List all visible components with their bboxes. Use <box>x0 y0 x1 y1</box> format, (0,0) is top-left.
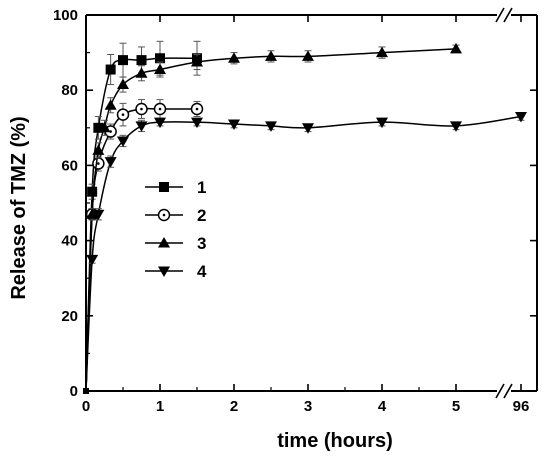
tick-marks: 0 20 40 60 80 100 0 1 2 3 4 5 96 <box>53 7 537 415</box>
x-tick-label: 96 <box>513 398 530 415</box>
series-3-point <box>154 63 166 75</box>
legend-label-1: 1 <box>197 178 206 197</box>
bottom-axis-break-mark <box>503 383 513 399</box>
x-tick-label: 5 <box>452 398 460 415</box>
legend-marker-3 <box>158 237 170 248</box>
top-axis-break-mark <box>495 7 505 23</box>
y-tick-label: 20 <box>61 308 78 325</box>
y-tick-label: 100 <box>53 7 78 24</box>
series-3-point <box>450 42 462 54</box>
y-tick-label: 80 <box>61 82 78 99</box>
series-3-point <box>117 78 129 90</box>
series-4-point <box>302 123 314 134</box>
series-3-point <box>98 121 111 133</box>
top-axis-break-mark <box>503 7 513 23</box>
series-2-point-center <box>97 162 100 165</box>
series-4-point <box>117 136 129 147</box>
x-tick-label: 4 <box>378 398 387 415</box>
series-1-point <box>118 55 128 66</box>
series-3 <box>85 42 462 392</box>
series-1-point <box>87 186 98 197</box>
y-tick-label: 0 <box>70 383 78 400</box>
series-3-point <box>92 144 105 155</box>
legend-marker-1 <box>159 182 169 192</box>
series-2-point-center <box>195 107 199 111</box>
series-1-point <box>105 64 116 75</box>
y-tick-label: 40 <box>61 233 78 250</box>
series-3-point <box>86 208 99 219</box>
series-4-line <box>85 115 522 392</box>
series-4-point <box>86 254 99 266</box>
series-3-point <box>104 99 117 110</box>
series-4-point <box>228 119 240 131</box>
series-4-point <box>450 121 462 132</box>
legend-label-3: 3 <box>197 234 206 253</box>
x-tick-label: 1 <box>156 398 164 415</box>
series-2-point-center <box>140 107 143 111</box>
x-tick-label: 0 <box>82 398 90 415</box>
x-tick-label: 2 <box>230 398 238 415</box>
legend-label-4: 4 <box>197 262 207 281</box>
series-1-point <box>155 53 165 64</box>
legend-marker-2-center <box>162 213 166 217</box>
axes <box>85 7 538 399</box>
series-4-point <box>191 117 203 129</box>
series-1-point <box>93 122 104 133</box>
y-axis-title: Release of TMZ (%) <box>8 116 30 299</box>
series-4-point <box>92 209 105 221</box>
series-4 <box>85 112 527 392</box>
series-1-point <box>136 55 147 66</box>
series-layer <box>83 40 527 394</box>
series-4-point <box>515 112 527 123</box>
series-3-point <box>376 46 388 58</box>
bottom-axis-break-mark <box>495 383 505 399</box>
series-4-point <box>265 121 277 132</box>
x-tick-label: 3 <box>304 398 312 415</box>
series-2-line <box>85 107 197 392</box>
legend-marker-4 <box>158 266 170 277</box>
y-tick-label: 60 <box>61 157 78 174</box>
series-4-point <box>376 117 388 129</box>
series-3-point <box>135 67 148 78</box>
series-2-point-center <box>158 107 162 111</box>
legend: 1 2 3 4 <box>145 178 207 281</box>
series-3-point <box>302 50 314 61</box>
series-1 <box>85 40 202 392</box>
legend-label-2: 2 <box>197 206 206 225</box>
series-2-point-center <box>121 113 125 116</box>
series-3-point <box>265 50 277 61</box>
series-4-point <box>154 117 166 129</box>
series-2 <box>85 99 204 392</box>
series-3-point <box>191 56 203 67</box>
series-3-point <box>228 52 240 63</box>
series-4-point <box>135 121 148 132</box>
x-axis-title: time (hours) <box>277 430 393 452</box>
series-4-point <box>104 157 117 168</box>
origin-point <box>83 388 89 394</box>
